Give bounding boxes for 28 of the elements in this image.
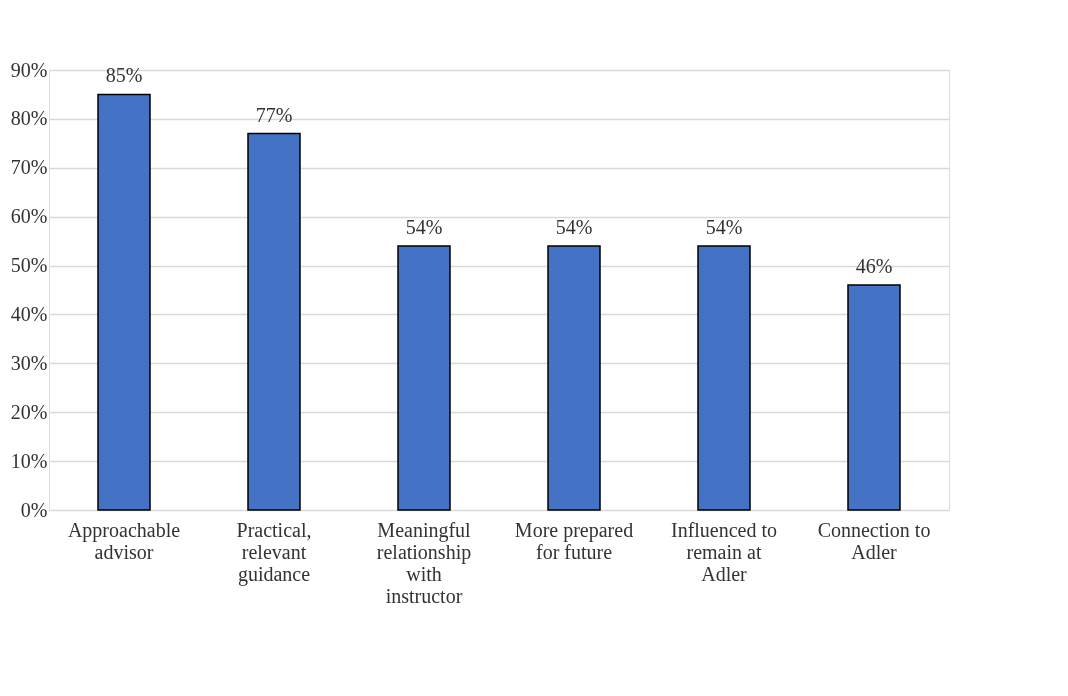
x-tick-label: Influenced to remain at Adler <box>670 518 778 585</box>
y-tick-label: 0% <box>20 498 48 521</box>
y-tick-label: 30% <box>10 351 48 374</box>
y-tick-label: 20% <box>10 400 48 423</box>
x-tick-label: Connection to Adler <box>817 518 931 563</box>
bar <box>397 245 451 511</box>
y-tick-label: 80% <box>10 107 48 130</box>
x-tick-label: Meaningful relationship with instructor <box>376 518 472 607</box>
data-label: 85% <box>105 64 143 87</box>
data-label: 54% <box>705 216 743 238</box>
bar <box>697 245 751 511</box>
bar <box>547 245 601 511</box>
data-label: 54% <box>555 216 593 238</box>
y-tick-label: 90% <box>10 58 48 81</box>
bar <box>847 284 901 511</box>
y-tick-label: 70% <box>10 156 48 179</box>
y-tick-label: 60% <box>10 205 48 228</box>
x-tick-label: Approachable advisor <box>67 518 181 563</box>
bar <box>97 93 151 511</box>
y-tick-label: 50% <box>10 254 48 277</box>
x-tick-label: More prepared for future <box>514 518 634 563</box>
data-label: 46% <box>855 255 893 278</box>
y-tick-label: 40% <box>10 302 48 325</box>
data-label: 77% <box>255 103 293 126</box>
x-tick-label: Practical, relevant guidance <box>236 518 312 586</box>
y-tick-label: 10% <box>10 449 48 472</box>
bar <box>247 132 301 511</box>
data-label: 54% <box>405 216 443 238</box>
